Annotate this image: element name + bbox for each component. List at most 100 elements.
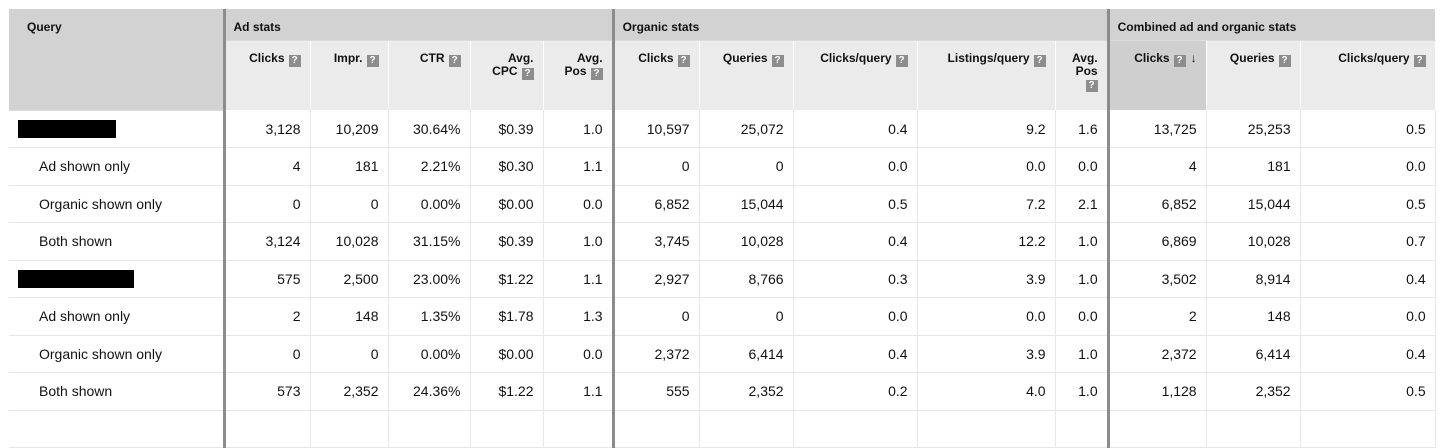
organic-listings-per-query-cell: 0.0 xyxy=(917,147,1056,186)
combined-clicks-cell: 6,869 xyxy=(1106,222,1207,261)
ad-avg-cpc-header[interactable]: Avg. CPC? xyxy=(470,40,544,110)
ad-ctr-cell: 0.00% xyxy=(388,335,471,373)
ad-avg-cpc-cell: $1.22 xyxy=(470,260,544,298)
organic-clicks-cell: 0 xyxy=(611,297,700,336)
query-stats-table: Query Ad stats Organic stats Combined ad… xyxy=(9,9,1436,448)
ad-clicks-cell: 0 xyxy=(222,335,311,373)
organic-clicks-cell: 2,927 xyxy=(611,260,700,298)
organic-clicks-header[interactable]: Clicks? xyxy=(611,40,700,110)
column-label: Impr. xyxy=(333,50,363,65)
help-icon[interactable]: ? xyxy=(677,54,690,67)
combined-queries-header[interactable]: Queries? xyxy=(1206,40,1301,110)
organic-listings-per-query-cell: 9.2 xyxy=(917,110,1056,148)
organic-clicks-per-query-cell: 0.4 xyxy=(793,222,918,261)
query-cell: Both shown xyxy=(9,372,225,411)
combined-clicks-cell: 2,372 xyxy=(1106,335,1207,373)
ad-impr-cell: 0 xyxy=(310,335,389,373)
ad-avg-pos-header[interactable]: Avg. Pos? xyxy=(543,40,614,110)
organic-clicks-per-query-header[interactable]: Clicks/query? xyxy=(793,40,918,110)
ad-ctr-cell: 30.64% xyxy=(388,110,471,148)
ad-avg-pos-cell: 0.0 xyxy=(543,335,614,373)
ad-impr-cell: 0 xyxy=(310,185,389,223)
ad-avg-cpc-cell: $1.78 xyxy=(470,297,544,336)
organic-avg-pos-cell: 0.0 xyxy=(1055,297,1109,336)
help-icon[interactable]: ? xyxy=(1278,54,1291,67)
ad-impr-header[interactable]: Impr.? xyxy=(310,40,389,110)
ad-clicks-header[interactable]: Clicks? xyxy=(222,40,311,110)
query-cell[interactable] xyxy=(9,260,225,298)
ad-impr-cell: 148 xyxy=(310,297,389,336)
organic-listings-per-query-cell: 0.0 xyxy=(917,297,1056,336)
combined-clicks-per-query-cell: 0.4 xyxy=(1300,335,1436,373)
ad-avg-pos-cell xyxy=(543,410,614,448)
column-label: Clicks xyxy=(1134,50,1170,65)
organic-clicks-per-query-cell: 0.0 xyxy=(793,147,918,186)
help-icon[interactable]: ? xyxy=(1413,54,1426,67)
table-row: Both shown 573 2,352 24.36% $1.22 1.1 555 2,352… xyxy=(9,372,1436,411)
help-icon[interactable]: ? xyxy=(771,54,784,67)
column-label: CPC xyxy=(492,63,518,78)
ad-avg-pos-cell: 1.1 xyxy=(543,372,614,411)
ad-clicks-cell: 573 xyxy=(222,372,311,411)
help-icon[interactable]: ? xyxy=(590,67,603,80)
ad-clicks-cell: 3,124 xyxy=(222,222,311,261)
table-row: Both shown 3,124 10,028 31.15% $0.39 1.0 3,745… xyxy=(9,222,1436,261)
organic-clicks-cell: 555 xyxy=(611,372,700,411)
organic-avg-pos-header[interactable]: Avg. Pos? xyxy=(1055,40,1109,110)
query-cell: Ad shown only xyxy=(9,297,225,336)
organic-clicks-per-query-cell: 0.2 xyxy=(793,372,918,411)
organic-queries-header[interactable]: Queries? xyxy=(699,40,794,110)
query-cell: Organic shown only xyxy=(9,185,225,223)
ad-clicks-cell: 2 xyxy=(222,297,311,336)
table-row: 575 2,500 23.00% $1.22 1.1 2,927 8,766 0.3 3.9 1.… xyxy=(9,260,1436,298)
ad-avg-cpc-cell: $0.39 xyxy=(470,222,544,261)
ad-avg-pos-cell: 1.0 xyxy=(543,222,614,261)
organic-queries-cell xyxy=(699,410,794,448)
combined-clicks-cell: 13,725 xyxy=(1106,110,1207,148)
ad-ctr-header[interactable]: CTR? xyxy=(388,40,471,110)
help-icon[interactable]: ? xyxy=(895,54,908,67)
column-label: Pos xyxy=(564,63,587,78)
column-label: Clicks/query xyxy=(1338,50,1410,65)
column-label: Queries xyxy=(1229,50,1275,65)
sort-desc-icon[interactable]: ↓ xyxy=(1190,50,1197,65)
organic-listings-per-query-header[interactable]: Listings/query? xyxy=(917,40,1056,110)
organic-clicks-cell: 3,745 xyxy=(611,222,700,261)
query-cell[interactable] xyxy=(9,110,225,148)
column-label: CTR xyxy=(419,50,445,65)
ad-ctr-cell: 2.21% xyxy=(388,147,471,186)
table-row: Organic shown only 0 0 0.00% $0.00 0.0 2,372 6,… xyxy=(9,335,1436,373)
organic-queries-cell: 25,072 xyxy=(699,110,794,148)
help-icon[interactable]: ? xyxy=(1033,54,1046,67)
organic-clicks-per-query-cell: 0.0 xyxy=(793,297,918,336)
combined-queries-cell: 10,028 xyxy=(1206,222,1301,261)
organic-listings-per-query-cell xyxy=(917,410,1056,448)
combined-clicks-header[interactable]: Clicks? ↓ xyxy=(1106,40,1207,110)
ad-avg-pos-cell: 0.0 xyxy=(543,185,614,223)
help-icon[interactable]: ? xyxy=(448,54,461,67)
combined-queries-cell: 148 xyxy=(1206,297,1301,336)
help-icon[interactable]: ? xyxy=(1085,79,1098,92)
organic-avg-pos-cell: 2.1 xyxy=(1055,185,1109,223)
ad-impr-cell: 2,500 xyxy=(310,260,389,298)
ad-clicks-cell: 4 xyxy=(222,147,311,186)
organic-clicks-per-query-cell: 0.3 xyxy=(793,260,918,298)
combined-clicks-per-query-cell: 0.4 xyxy=(1300,260,1436,298)
combined-clicks-per-query-header[interactable]: Clicks/query? xyxy=(1300,40,1436,110)
combined-queries-cell: 8,914 xyxy=(1206,260,1301,298)
help-icon[interactable]: ? xyxy=(366,54,379,67)
ad-avg-pos-cell: 1.0 xyxy=(543,110,614,148)
organic-clicks-cell: 2,372 xyxy=(611,335,700,373)
ad-ctr-cell: 31.15% xyxy=(388,222,471,261)
combined-clicks-cell: 6,852 xyxy=(1106,185,1207,223)
help-icon[interactable]: ? xyxy=(288,54,301,67)
column-label: Listings/query xyxy=(947,50,1030,65)
table-row: Ad shown only 2 148 1.35% $1.78 1.3 0 0 0.0 0.0 0.… xyxy=(9,297,1436,336)
organic-listings-per-query-cell: 3.9 xyxy=(917,335,1056,373)
help-icon[interactable]: ? xyxy=(521,67,534,80)
query-header[interactable]: Query xyxy=(9,9,224,111)
combined-queries-cell: 6,414 xyxy=(1206,335,1301,373)
combined-queries-cell: 15,044 xyxy=(1206,185,1301,223)
help-icon[interactable]: ? xyxy=(1173,54,1186,67)
combined-clicks-cell: 4 xyxy=(1106,147,1207,186)
